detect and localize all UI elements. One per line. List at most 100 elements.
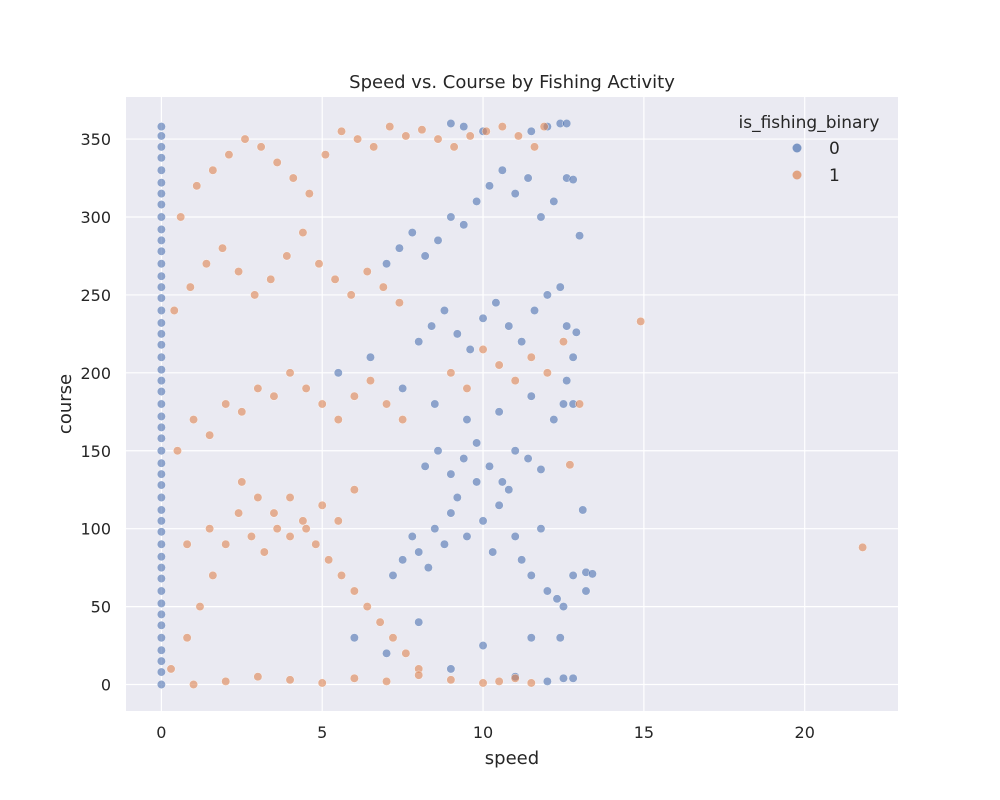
legend: is_fishing_binary 0 1 (739, 113, 880, 186)
scatter-point-series-0 (472, 197, 482, 206)
scatter-point-series-0 (575, 231, 584, 241)
scatter-point-series-0 (156, 246, 166, 256)
scatter-point-series-0 (156, 376, 166, 386)
scatter-point-series-1 (417, 125, 427, 135)
scatter-point-series-0 (395, 243, 404, 253)
scatter-point-series-1 (321, 150, 330, 160)
scatter-point-series-0 (427, 321, 436, 331)
scatter-point-series-1 (349, 485, 359, 495)
scatter-point-series-0 (472, 438, 482, 448)
scatter-point-series-1 (298, 228, 308, 237)
scatter-point-series-1 (446, 675, 456, 685)
scatter-point-series-1 (304, 189, 314, 199)
scatter-point-series-0 (156, 433, 166, 443)
chart-title: Speed vs. Course by Fishing Activity (349, 72, 675, 93)
scatter-point-series-1 (349, 673, 359, 683)
y-tick-label: 50 (91, 598, 111, 617)
scatter-point-series-1 (497, 122, 507, 132)
x-tick-label: 10 (473, 723, 493, 742)
scatter-point-series-1 (366, 376, 375, 386)
scatter-point-series-1 (388, 633, 398, 643)
scatter-point-series-0 (382, 259, 391, 269)
scatter-point-series-1 (636, 317, 646, 326)
scatter-point-series-0 (156, 680, 166, 689)
scatter-point-series-1 (353, 134, 362, 144)
scatter-point-series-0 (523, 454, 533, 463)
scatter-point-series-1 (378, 282, 388, 292)
scatter-point-series-0 (488, 547, 498, 557)
scatter-point-series-1 (288, 173, 298, 183)
scatter-point-series-1 (317, 500, 327, 510)
scatter-point-series-1 (542, 368, 552, 378)
scatter-point-series-0 (494, 407, 504, 417)
y-tick-label: 150 (80, 442, 111, 461)
scatter-point-series-0 (510, 532, 520, 541)
scatter-point-series-1 (349, 391, 359, 401)
legend-marker-1 (792, 170, 802, 180)
scatter-point-series-0 (462, 415, 472, 424)
scatter-point-series-1 (395, 298, 404, 308)
y-tick-label: 250 (80, 286, 111, 305)
scatter-point-series-1 (189, 680, 198, 689)
scatter-point-series-0 (510, 446, 520, 456)
scatter-point-series-1 (221, 539, 231, 549)
scatter-point-series-0 (462, 532, 472, 541)
scatter-point-series-1 (333, 516, 343, 526)
x-tick-label: 0 (156, 723, 166, 742)
scatter-point-series-0 (504, 485, 514, 495)
scatter-point-series-0 (156, 212, 166, 222)
scatter-point-series-0 (156, 189, 166, 199)
scatter-point-series-0 (526, 633, 536, 643)
scatter-point-series-0 (452, 493, 462, 502)
scatter-point-series-0 (156, 586, 166, 596)
scatter-point-series-0 (156, 645, 166, 655)
scatter-point-series-0 (523, 173, 533, 183)
scatter-point-series-1 (301, 524, 311, 534)
scatter-point-series-1 (192, 181, 202, 191)
y-tick-label: 0 (101, 676, 111, 695)
scatter-point-series-1 (266, 274, 276, 284)
scatter-point-series-1 (575, 399, 584, 409)
scatter-point-series-0 (156, 633, 166, 643)
scatter-point-series-0 (446, 508, 456, 518)
scatter-point-series-0 (156, 340, 166, 350)
scatter-point-series-0 (423, 563, 433, 573)
scatter-point-series-0 (555, 633, 565, 643)
scatter-point-series-0 (581, 586, 591, 596)
scatter-point-series-0 (459, 220, 469, 230)
scatter-point-series-1 (182, 539, 192, 549)
scatter-point-series-0 (517, 555, 527, 565)
scatter-point-series-0 (156, 153, 166, 163)
scatter-point-series-0 (156, 667, 166, 677)
scatter-point-series-0 (491, 298, 501, 308)
scatter-point-series-0 (568, 673, 578, 683)
scatter-point-series-0 (478, 313, 488, 323)
scatter-point-series-1 (369, 142, 379, 152)
scatter-point-series-1 (449, 142, 459, 152)
scatter-point-series-1 (285, 368, 295, 378)
scatter-point-series-0 (536, 212, 546, 222)
scatter-point-series-0 (478, 641, 488, 650)
scatter-point-series-1 (539, 122, 549, 132)
scatter-point-series-1 (259, 547, 269, 557)
scatter-point-series-0 (156, 656, 166, 666)
scatter-point-series-1 (559, 337, 568, 347)
scatter-point-series-0 (562, 321, 572, 331)
scatter-point-series-1 (298, 516, 308, 526)
scatter-point-series-1 (446, 368, 456, 378)
scatter-point-series-0 (440, 539, 449, 549)
scatter-point-series-1 (285, 493, 295, 502)
scatter-point-series-0 (388, 571, 398, 580)
scatter-point-series-0 (517, 337, 527, 347)
scatter-point-series-1 (253, 672, 263, 682)
scatter-point-series-0 (446, 664, 456, 674)
scatter-point-series-0 (588, 569, 597, 579)
scatter-point-series-0 (414, 547, 424, 557)
x-tick-label: 20 (795, 723, 815, 742)
scatter-point-series-0 (542, 676, 552, 686)
scatter-point-series-0 (156, 293, 166, 303)
scatter-point-series-1 (362, 267, 372, 276)
scatter-point-series-1 (218, 243, 227, 253)
